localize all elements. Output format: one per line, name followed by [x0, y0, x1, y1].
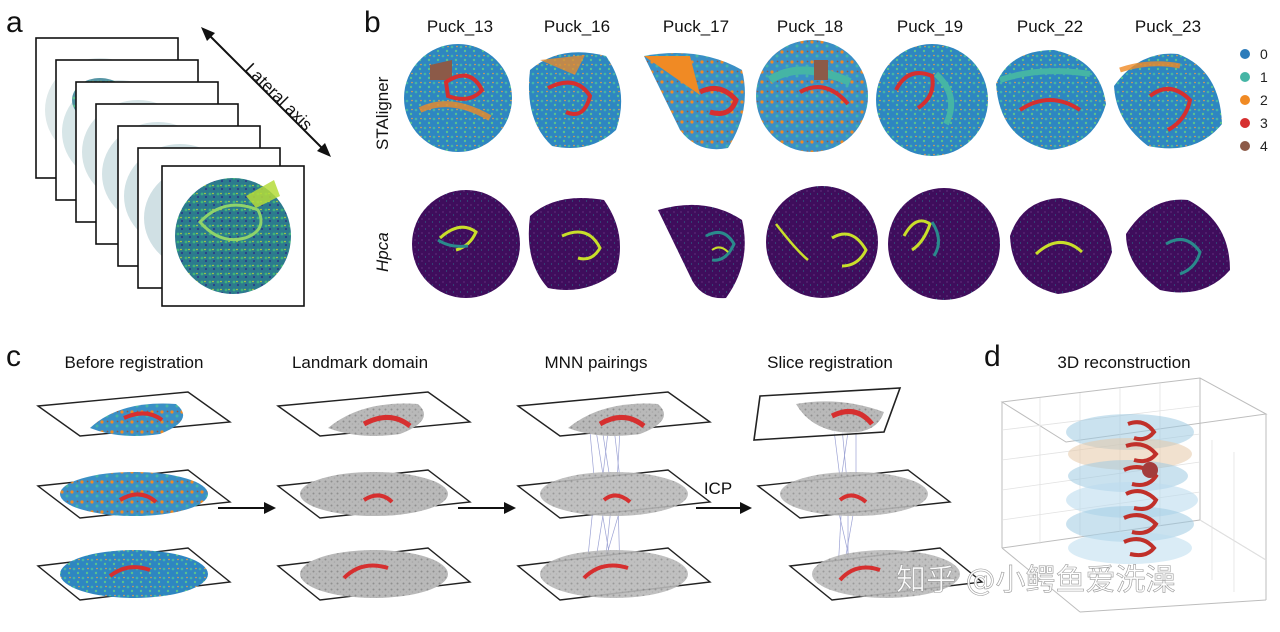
legend-swatch-3	[1240, 118, 1250, 128]
staligner-puck-18	[756, 40, 868, 152]
arrow-before-to-landmark	[218, 502, 276, 514]
legend-label: 0	[1260, 46, 1268, 62]
hpca-puck-16	[528, 198, 620, 290]
step-mnn-pairings: MNN pairings	[545, 353, 648, 372]
3d-landmark-curves	[1123, 420, 1159, 558]
hpca-puck-19	[888, 188, 1000, 300]
legend-swatch-0	[1240, 49, 1250, 59]
staligner-row	[404, 40, 1222, 156]
puck-title: Puck_22	[1017, 17, 1083, 36]
row-label-hpca: Hpca	[373, 232, 392, 272]
panel-b-letter: b	[364, 6, 381, 39]
legend-label: 3	[1260, 115, 1268, 131]
puck-title: Puck_23	[1135, 17, 1201, 36]
legend-swatch-2	[1240, 95, 1250, 105]
hpca-row	[412, 186, 1230, 300]
legend-swatch-4	[1240, 141, 1250, 151]
puck-title: Puck_17	[663, 17, 729, 36]
panel-a-slice-stack	[35, 37, 305, 307]
puck-titles: Puck_13 Puck_16 Puck_17 Puck_18 Puck_19 …	[427, 17, 1201, 36]
legend-label: 2	[1260, 92, 1268, 108]
slice-7-front	[161, 165, 305, 307]
puck-title: Puck_18	[777, 17, 843, 36]
slice-registration-planes	[753, 387, 984, 601]
hpca-puck-22	[1010, 198, 1112, 294]
hpca-puck-17	[658, 204, 745, 299]
puck-title: Puck_13	[427, 17, 493, 36]
row-label-staligner: STAligner	[373, 76, 392, 150]
lateral-axis-arrow	[201, 27, 331, 157]
panel-a-letter: a	[6, 6, 23, 39]
icp-label: ICP	[704, 479, 732, 498]
staligner-puck-13	[404, 44, 512, 152]
watermark: 知乎 @小鳄鱼爱洗澡	[896, 563, 1176, 598]
hpca-puck-13	[412, 190, 520, 298]
3d-slice-stack	[1066, 414, 1198, 564]
puck-title: Puck_16	[544, 17, 610, 36]
staligner-puck-16	[528, 52, 622, 148]
staligner-puck-17	[644, 53, 745, 150]
arrow-landmark-to-mnn	[458, 502, 516, 514]
puck-title: Puck_19	[897, 17, 963, 36]
staligner-puck-23	[1114, 53, 1222, 149]
hpca-puck-18	[766, 186, 878, 298]
legend-label: 4	[1260, 138, 1268, 154]
step-before-registration: Before registration	[65, 353, 204, 372]
arrow-mnn-to-slice	[696, 502, 752, 514]
before-registration-planes	[36, 391, 232, 601]
staligner-puck-22	[996, 50, 1106, 150]
legend-swatch-1	[1240, 72, 1250, 82]
step-landmark-domain: Landmark domain	[292, 353, 428, 372]
panel-d-letter: d	[984, 340, 1001, 373]
step-slice-registration: Slice registration	[767, 353, 893, 372]
reconstruction-title: 3D reconstruction	[1057, 353, 1190, 372]
mnn-pairings-planes	[516, 391, 712, 601]
hpca-puck-23	[1126, 199, 1230, 293]
cluster-legend: 0 1 2 3 4	[1240, 46, 1268, 154]
panel-c-letter: c	[6, 340, 21, 373]
landmark-domain-planes	[276, 391, 472, 601]
legend-label: 1	[1260, 69, 1268, 85]
3d-reconstruction-plot	[1000, 377, 1268, 613]
lateral-axis-label: Lateral axis	[241, 59, 316, 134]
staligner-puck-19	[876, 44, 988, 156]
